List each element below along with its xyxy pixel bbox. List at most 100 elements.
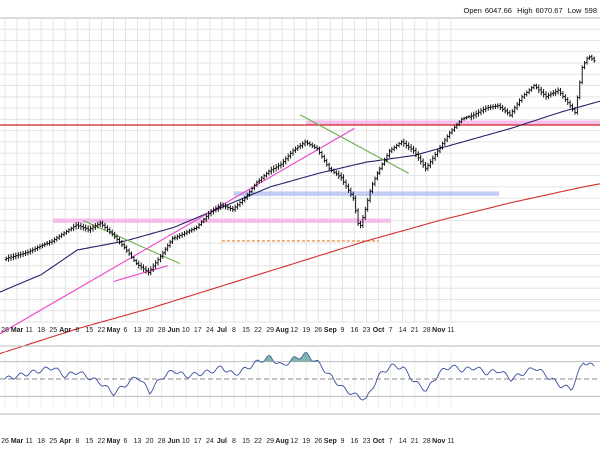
date-tick-label: May [107, 327, 121, 334]
indicator-overbought-fill [256, 360, 260, 362]
date-tick-label: Jun [167, 438, 179, 445]
high-label: High [517, 6, 533, 15]
date-tick-label: 8 [232, 438, 236, 445]
date-tick-label: 18 [37, 327, 45, 334]
date-tick-label: Aug [275, 438, 289, 445]
date-tick-label: 7 [389, 438, 393, 445]
date-tick-label: 23 [363, 327, 371, 334]
high-value: 6070.67 [535, 6, 563, 15]
date-tick-label: 25 [49, 327, 57, 334]
price-bars [4, 54, 596, 276]
date-tick-label: 17 [194, 438, 202, 445]
date-tick-label: 25 [49, 438, 57, 445]
date-tick-label: Sep [324, 438, 337, 445]
date-tick-label: Jun [167, 327, 179, 334]
date-tick-label: 24 [206, 327, 214, 334]
date-tick-label: Nov [432, 327, 445, 334]
date-tick-label: 13 [134, 327, 142, 334]
date-tick-label: 11 [25, 327, 32, 334]
trendline [83, 220, 180, 264]
open-value: 6047.66 [484, 6, 512, 15]
trendline [299, 114, 409, 174]
date-tick-label: 26 [1, 327, 9, 334]
date-tick-label: 17 [194, 327, 202, 334]
trendline [113, 265, 168, 282]
date-tick-label: 23 [363, 438, 371, 445]
trendline [0, 127, 355, 335]
date-tick-label: 26 [314, 438, 322, 445]
indicator-overbought-fill [290, 352, 318, 362]
date-tick-label: Oct [373, 438, 385, 445]
date-tick-label: 28 [423, 438, 431, 445]
date-tick-label: Nov [432, 438, 445, 445]
moving-average-line [0, 100, 600, 293]
date-tick-label: 22 [98, 438, 106, 445]
date-tick-label: 15 [242, 327, 250, 334]
date-tick-label: 26 [1, 438, 9, 445]
date-tick-label: Oct [373, 327, 385, 334]
date-tick-label: 9 [340, 327, 344, 334]
date-tick-label: 14 [399, 327, 407, 334]
bottom-date-axis: 26 Mar 11 18 25 Apr 8 15 22 May 6 13 20 28 Jun 10 17 24 Ju… [1, 438, 454, 445]
date-tick-label: Jul [217, 438, 227, 445]
zone-band [306, 120, 600, 125]
date-tick-label: Jul [217, 327, 227, 334]
date-tick-label: 8 [75, 438, 79, 445]
date-tick-label: 16 [351, 438, 359, 445]
indicator-grid [0, 345, 600, 415]
date-tick-label: 10 [182, 327, 190, 334]
date-tick-label: Aug [275, 327, 289, 334]
date-tick-label: 9 [340, 438, 344, 445]
date-tick-label: 6 [124, 438, 128, 445]
date-tick-label: 22 [254, 327, 262, 334]
date-tick-label: 8 [75, 327, 79, 334]
date-tick-label: 20 [146, 438, 154, 445]
date-tick-label: 29 [266, 327, 274, 334]
date-tick-label: 28 [158, 327, 166, 334]
date-tick-label: 10 [182, 438, 190, 445]
low-value: 598 [584, 6, 597, 15]
date-tick-label: 11 [25, 438, 32, 445]
date-tick-label: Apr [59, 327, 71, 334]
date-tick-label: 14 [399, 438, 407, 445]
date-tick-label: 12 [290, 327, 298, 334]
date-tick-label: 15 [85, 327, 93, 334]
date-tick-label: 15 [85, 438, 93, 445]
date-tick-label: 8 [232, 327, 236, 334]
indicator-overbought-fill [265, 355, 273, 362]
date-tick-label: 19 [302, 327, 310, 334]
date-tick-label: 24 [206, 438, 214, 445]
date-tick-label: Apr [59, 438, 71, 445]
indicator-pane [4, 352, 595, 401]
date-tick-label: 7 [389, 327, 393, 334]
zone-band [233, 191, 500, 196]
date-tick-label: 22 [254, 438, 262, 445]
date-tick-label: 26 [314, 327, 322, 334]
moving-average-line [0, 183, 600, 355]
open-label: Open [463, 6, 482, 15]
ohlc-readout: Open 6047.66 High 6070.67 Low 598 [463, 6, 600, 15]
date-tick-label: 19 [302, 438, 310, 445]
date-tick-label: 11 [447, 327, 454, 334]
date-tick-label: 28 [423, 327, 431, 334]
date-tick-label: Mar [11, 327, 24, 334]
date-tick-label: 22 [98, 327, 106, 334]
top-date-axis: 26 Mar 11 18 25 Apr 8 15 22 May 6 13 20 28 Jun 10 17 24 Ju… [1, 327, 454, 334]
date-tick-label: 21 [411, 327, 419, 334]
date-tick-label: 6 [124, 327, 128, 334]
date-tick-label: 20 [146, 327, 154, 334]
date-tick-label: 11 [447, 438, 454, 445]
date-tick-label: 18 [37, 438, 45, 445]
support-zones [53, 120, 600, 223]
date-tick-label: Mar [11, 438, 24, 445]
price-grid [0, 17, 600, 323]
trendlines [0, 114, 409, 335]
date-tick-label: 16 [351, 327, 359, 334]
date-tick-label: 15 [242, 438, 250, 445]
date-tick-label: Sep [324, 327, 337, 334]
date-tick-label: May [107, 438, 121, 445]
horizontal-lines [0, 124, 600, 242]
zone-band [53, 218, 391, 223]
date-tick-label: 29 [266, 438, 274, 445]
